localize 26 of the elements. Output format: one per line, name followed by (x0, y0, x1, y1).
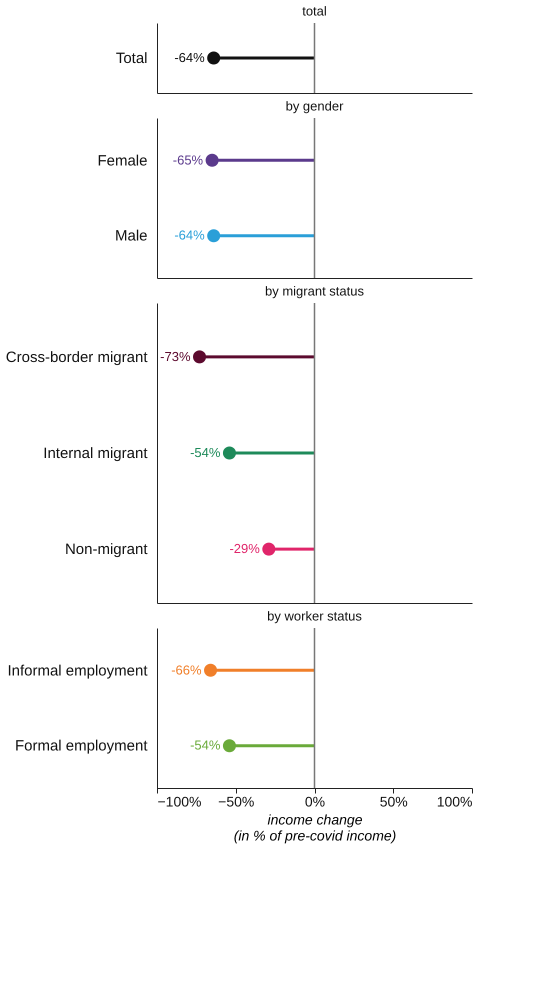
x-tick-label: 100% (436, 794, 472, 810)
chart-title: by worker status (267, 608, 362, 624)
y-tick-label: Formal employment (14, 738, 148, 755)
y-tick-label: Male (114, 228, 148, 245)
data-label: -66% (171, 662, 202, 678)
data-label: -29% (229, 541, 260, 556)
y-tick-label: Informal employment (7, 662, 148, 680)
x-tick-label: 50% (380, 794, 408, 810)
x-tick-label: −50% (218, 794, 254, 810)
data-label: -64% (174, 228, 206, 243)
chart-title: by migrant status (265, 283, 364, 298)
data-label: -54% (190, 738, 221, 753)
x-tick-label: 0% (304, 794, 326, 810)
y-tick-label: Female (97, 152, 148, 170)
data-label: -54% (190, 445, 221, 460)
data-label: -64% (174, 50, 206, 65)
data-label: -65% (172, 152, 204, 168)
y-tick-label: Cross-border migrant (6, 348, 148, 366)
x-tick-label: −100% (158, 794, 202, 810)
chart-title: total (302, 3, 327, 18)
x-axis-title: income change (in % of pre-covid income) (234, 812, 396, 844)
y-tick-label: Non-migrant (64, 541, 148, 558)
y-tick-label: Internal migrant (43, 445, 148, 462)
chart-title: by gender (286, 98, 344, 114)
data-label: -73% (160, 348, 191, 364)
y-tick-label: Total (116, 50, 148, 67)
